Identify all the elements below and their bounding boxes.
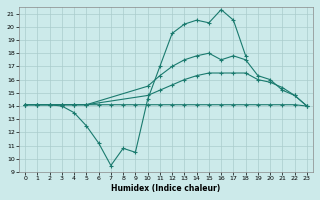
X-axis label: Humidex (Indice chaleur): Humidex (Indice chaleur) (111, 184, 221, 193)
